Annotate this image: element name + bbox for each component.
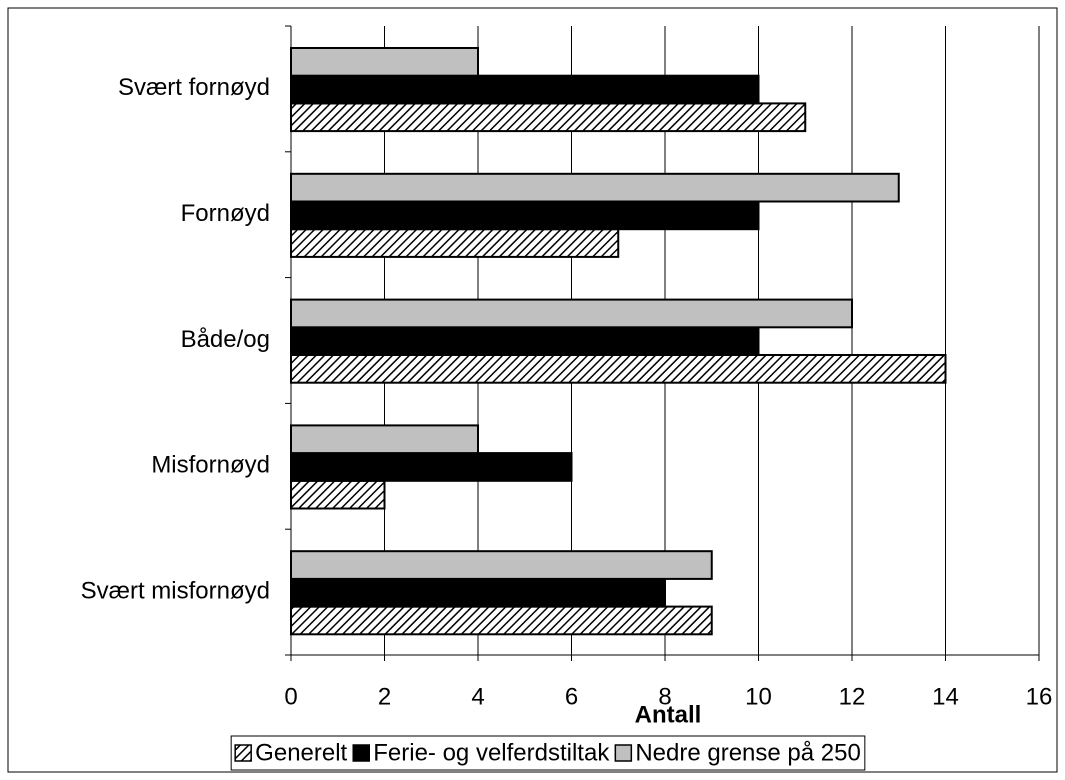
x-axis-title: Antall [635,701,702,728]
x-tick-label: 0 [284,683,297,710]
bar [290,74,760,105]
x-tick-label: 10 [745,683,772,710]
legend-label: Generelt [255,739,347,766]
bar [290,172,900,203]
bar [290,47,479,77]
legend-box [230,735,866,771]
bar [290,102,807,133]
legend-label: Nedre grense på 250 [635,739,861,766]
x-tick-label: 2 [378,683,391,710]
y-tick-label: Svært fornøyd [118,74,270,101]
bar [290,479,386,510]
legend-label: Ferie- og velferdstiltak [373,739,610,766]
legend-swatch [614,744,633,762]
legend-swatch [234,744,252,762]
bar [290,228,620,258]
bar [290,354,947,384]
legend-swatch [352,744,370,762]
x-tick-label: 4 [471,683,484,710]
bar [290,326,760,356]
y-tick-label: Fornøyd [181,200,270,227]
bar [290,577,666,608]
y-tick-label: Misfornøyd [151,452,270,479]
bar [290,452,573,482]
bar [290,550,713,580]
x-tick-label: 6 [565,683,578,710]
x-tick-label: 16 [1026,683,1053,710]
y-tick-label: Svært misfornøyd [81,577,270,604]
y-tick-label: Både/og [181,326,270,353]
bar [290,605,713,636]
bar [290,424,479,455]
x-tick-label: 8 [658,683,671,710]
x-tick-label: 12 [839,683,866,710]
bar [290,298,853,329]
chart-border [7,7,1058,773]
bar [290,200,760,231]
x-tick-label: 14 [932,683,959,710]
